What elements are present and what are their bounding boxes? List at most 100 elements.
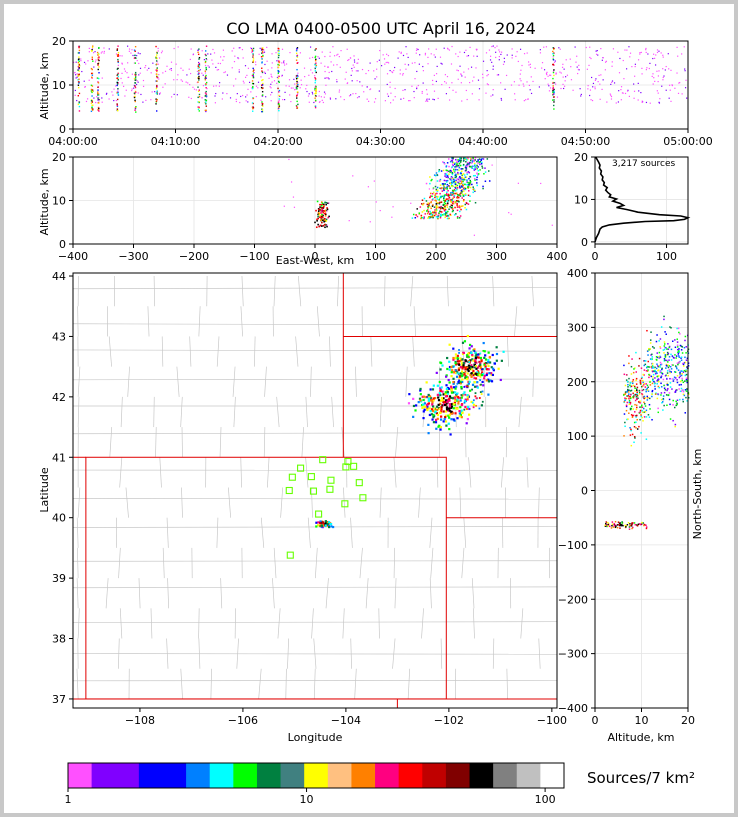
ew-source xyxy=(422,217,424,219)
source-point xyxy=(465,49,467,51)
ns-source xyxy=(663,358,666,360)
county-line xyxy=(413,306,417,337)
ew-source xyxy=(452,170,455,172)
county-line xyxy=(166,517,169,548)
ew-source xyxy=(463,159,465,161)
ew-source xyxy=(464,203,467,206)
burst-source xyxy=(252,56,254,58)
burst-source xyxy=(198,69,200,72)
ew-source xyxy=(435,188,438,191)
source-point xyxy=(461,75,463,77)
ew-source xyxy=(324,217,326,220)
ew-source xyxy=(436,215,439,218)
burst-source xyxy=(117,88,119,90)
ew-source xyxy=(326,225,328,228)
burst-source xyxy=(78,60,80,63)
source-point xyxy=(570,79,573,81)
ns-source xyxy=(656,334,658,336)
plan-source xyxy=(408,393,411,396)
source-point xyxy=(664,69,666,71)
source-point xyxy=(555,72,557,74)
burst-source xyxy=(552,82,554,84)
source-point xyxy=(432,98,434,100)
source-point xyxy=(506,54,508,56)
source-point xyxy=(128,76,130,78)
burst-source xyxy=(90,90,93,92)
ew-source xyxy=(463,178,466,181)
source-point xyxy=(597,81,599,83)
county-line xyxy=(354,668,357,699)
plan-source xyxy=(485,379,488,382)
county-line xyxy=(72,621,558,624)
source-point xyxy=(590,57,592,60)
source-point xyxy=(121,62,123,64)
ns-source xyxy=(665,394,668,396)
county-line xyxy=(311,487,313,518)
ew-source xyxy=(450,170,453,172)
ns-source xyxy=(676,375,679,377)
ew-source xyxy=(437,216,439,219)
plan-source xyxy=(441,390,444,393)
burst-source xyxy=(315,94,317,97)
ns-source xyxy=(638,393,641,395)
source-point xyxy=(520,80,522,82)
burst-source xyxy=(117,109,119,112)
ew-source xyxy=(464,157,466,159)
burst-source xyxy=(252,47,255,50)
source-point xyxy=(411,62,413,64)
source-point xyxy=(676,72,678,74)
source-point xyxy=(308,74,310,76)
ew-source xyxy=(460,182,463,185)
ew-source xyxy=(290,181,293,183)
ew-source xyxy=(457,160,460,163)
source-point xyxy=(433,99,435,101)
source-point xyxy=(276,82,278,84)
ew-source xyxy=(431,214,434,216)
x-tick-label: 04:20:00 xyxy=(253,135,302,148)
ew-source xyxy=(324,215,327,217)
burst-source xyxy=(91,68,93,71)
source-point xyxy=(356,62,358,64)
ns-source xyxy=(669,377,671,380)
ns-source xyxy=(663,345,666,347)
source-point xyxy=(125,89,127,91)
ew-source xyxy=(455,213,457,215)
ns-source xyxy=(642,373,644,376)
source-point xyxy=(457,55,459,58)
source-point xyxy=(314,75,316,77)
plan-source xyxy=(466,398,469,400)
county-line xyxy=(410,275,414,307)
source-point xyxy=(285,63,288,65)
source-point xyxy=(600,48,602,50)
ew-source xyxy=(429,205,431,208)
plan-source xyxy=(477,353,480,356)
source-point xyxy=(563,85,566,87)
ns-source xyxy=(675,400,677,403)
ns-source xyxy=(681,346,684,348)
ew-source xyxy=(450,193,452,195)
source-point xyxy=(447,48,449,50)
source-point xyxy=(270,100,272,102)
burst-source xyxy=(117,73,119,76)
source-point xyxy=(270,87,272,89)
source-point xyxy=(357,70,359,72)
plan-source xyxy=(450,385,453,388)
burst-source xyxy=(98,46,100,49)
plan-source xyxy=(454,412,457,415)
source-point xyxy=(311,93,314,95)
source-point xyxy=(539,49,541,51)
plan-source xyxy=(438,380,441,384)
source-point xyxy=(176,94,178,96)
ew-source xyxy=(448,194,451,197)
colorbar-swatch xyxy=(280,763,305,788)
ns-source xyxy=(642,381,644,384)
plan-source xyxy=(429,396,432,399)
ns-source xyxy=(636,395,639,397)
source-point xyxy=(528,61,530,63)
source-point xyxy=(136,80,138,82)
plan-source xyxy=(460,416,463,419)
source-point xyxy=(399,73,401,75)
plan-source xyxy=(458,409,461,413)
source-point xyxy=(389,81,391,83)
source-point xyxy=(548,90,551,92)
